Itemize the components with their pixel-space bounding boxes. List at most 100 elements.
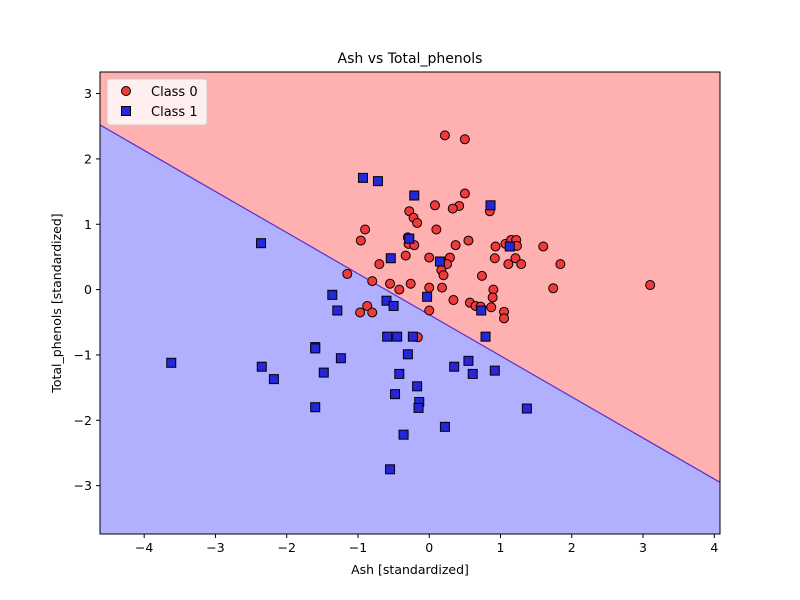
class-1-point — [402, 349, 413, 360]
legend-class-0-marker — [121, 86, 131, 96]
class-0-point — [489, 253, 500, 264]
y-tick-label: 2 — [84, 151, 92, 166]
class-0-point — [490, 241, 501, 252]
x-axis-ticks: −4 −3 −2 −1 0 1 2 3 4 — [135, 534, 718, 555]
x-tick-label: −1 — [349, 540, 367, 555]
decision-boundary-line — [100, 124, 720, 483]
legend: Class 0 Class 1 — [106, 78, 208, 126]
class-1-point — [521, 403, 532, 414]
class-0-point — [447, 203, 458, 214]
class-1-point — [372, 176, 383, 187]
class-1-point — [398, 429, 409, 440]
class-1-point — [489, 365, 500, 376]
class-1-point — [392, 331, 403, 342]
scatter-points — [166, 130, 656, 475]
class-1-point — [476, 305, 487, 316]
class-0-point — [548, 283, 559, 294]
class-0-point — [424, 282, 435, 293]
class-0-point — [439, 130, 450, 141]
class-1-point — [463, 355, 474, 366]
class-0-point — [645, 280, 656, 291]
class-0-point — [459, 188, 470, 199]
class-0-point — [360, 224, 371, 235]
class-0-point — [405, 278, 416, 289]
class-0-point — [555, 259, 566, 270]
class-0-point — [503, 259, 514, 270]
class-0-point — [437, 282, 448, 293]
class-0-point — [342, 268, 353, 279]
class-0-point — [394, 284, 405, 295]
x-axis-label: Ash [standardized] — [351, 562, 469, 577]
class-0-point — [400, 250, 411, 261]
class-0-point — [412, 217, 423, 228]
class-0-point — [463, 235, 474, 246]
class-1-point — [485, 200, 496, 211]
class-1-point — [434, 256, 445, 267]
class-0-point — [510, 253, 521, 264]
class-1-point — [413, 402, 424, 413]
class-0-point — [424, 305, 435, 316]
class-0-point — [448, 295, 459, 306]
class-1-point — [404, 233, 415, 244]
y-tick-label: 0 — [84, 282, 92, 297]
class-0-point — [450, 240, 461, 251]
class-1-point — [357, 172, 368, 183]
class-0-point — [429, 200, 440, 211]
class-0-region — [100, 72, 720, 483]
class-0-point — [499, 313, 510, 324]
class-1-point — [412, 381, 423, 392]
class-1-point — [504, 241, 515, 252]
class-0-point — [374, 259, 385, 270]
class-1-point — [439, 421, 450, 432]
x-tick-label: 0 — [425, 540, 433, 555]
class-1-point — [382, 331, 393, 342]
x-tick-label: −2 — [277, 540, 295, 555]
class-1-point — [409, 190, 420, 201]
class-0-point — [367, 276, 378, 287]
x-tick-label: 3 — [639, 540, 647, 555]
class-0-point — [516, 259, 527, 270]
class-0-point — [459, 134, 470, 145]
class-1-point — [327, 289, 338, 300]
class-0-point — [362, 300, 373, 311]
class-0-point — [367, 307, 378, 318]
legend-class-1-label: Class 1 — [151, 105, 198, 120]
class-0-point — [385, 278, 396, 289]
class-1-point — [268, 374, 279, 385]
class-1-region — [100, 124, 720, 534]
class-1-point — [256, 238, 267, 249]
legend-box — [106, 78, 208, 126]
x-tick-label: −3 — [206, 540, 224, 555]
chart-title: Ash vs Total_phenols — [338, 51, 483, 67]
class-0-point — [355, 235, 366, 246]
class-0-point — [431, 224, 442, 235]
y-tick-label: 3 — [84, 86, 92, 101]
y-axis-ticks: −3 −2 −1 0 1 2 3 — [74, 86, 100, 493]
y-tick-label: −1 — [74, 347, 92, 362]
y-axis-label: Total_phenols [standardized] — [49, 213, 64, 393]
y-tick-label: −2 — [74, 413, 92, 428]
decision-regions — [100, 72, 720, 534]
legend-class-0-label: Class 0 — [151, 85, 198, 100]
class-1-point — [256, 361, 267, 372]
class-1-point — [480, 331, 491, 342]
class-1-point — [318, 367, 329, 378]
class-0-point — [487, 292, 498, 303]
class-1-point — [407, 331, 418, 342]
class-0-point — [476, 270, 487, 281]
x-tick-label: 2 — [568, 540, 576, 555]
class-0-point — [486, 302, 497, 313]
x-tick-label: 1 — [497, 540, 505, 555]
class-0-point — [424, 252, 435, 263]
class-1-point — [394, 368, 405, 379]
class-1-point — [467, 368, 478, 379]
class-1-point — [335, 353, 346, 364]
x-tick-label: −4 — [135, 540, 153, 555]
class-1-point — [388, 300, 399, 311]
legend-class-1-marker — [121, 106, 131, 116]
class-1-point — [166, 357, 177, 368]
class-0-point — [538, 241, 549, 252]
x-tick-label: 4 — [710, 540, 718, 555]
y-tick-label: −3 — [74, 478, 92, 493]
